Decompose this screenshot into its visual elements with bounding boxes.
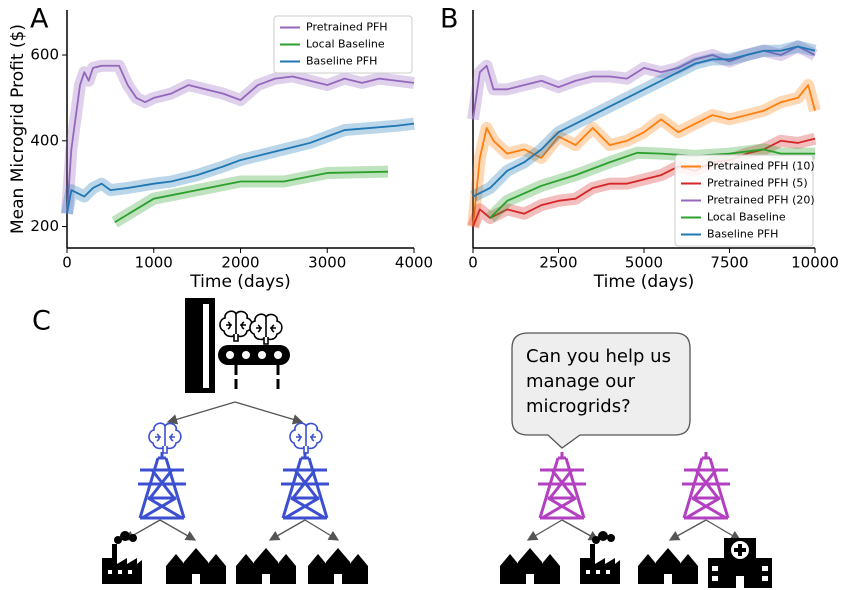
x-tick-label: 5000 — [625, 254, 663, 272]
y-tick-label: 600 — [30, 46, 59, 64]
x-tick-label: 2500 — [539, 254, 577, 272]
x-tick-label: 4000 — [395, 254, 433, 272]
legend-label: Local Baseline — [707, 211, 786, 224]
houses-icon — [166, 548, 226, 584]
x-tick-label: 2000 — [221, 254, 259, 272]
y-tick-label: 400 — [30, 131, 59, 149]
diagram: Can you help us manage our microgrids? — [102, 298, 772, 588]
x-tick-label: 0 — [62, 254, 72, 272]
legend-label: Pretrained PFH — [306, 21, 388, 34]
legend-label: Baseline PFH — [306, 55, 377, 68]
bubble-text: Can you help us — [526, 346, 671, 367]
x-tick-label: 7500 — [710, 254, 748, 272]
x-axis-label: Time (days) — [189, 272, 290, 292]
houses-icon — [308, 548, 368, 584]
panel-label: C — [32, 306, 51, 337]
x-axis-label: Time (days) — [593, 272, 694, 292]
x-tick-label: 0 — [468, 254, 478, 272]
panel-label: B — [440, 4, 459, 35]
bubble-text: microgrids? — [526, 396, 631, 417]
legend-label: Pretrained PFH (5) — [707, 177, 808, 190]
legend-label: Local Baseline — [306, 38, 385, 51]
brain-icon — [220, 311, 252, 341]
factory-icon — [580, 531, 620, 584]
tower-icon — [538, 452, 586, 518]
hospital-icon — [708, 538, 772, 588]
x-tick-label: 3000 — [308, 254, 346, 272]
legend-label: Pretrained PFH (20) — [707, 194, 815, 207]
figure: A B C Can you help us manage our microgr… — [0, 0, 843, 590]
houses-icon — [638, 548, 698, 584]
legend-label: Baseline PFH — [707, 228, 778, 241]
houses-icon — [500, 548, 560, 584]
x-tick-label: 10000 — [791, 254, 839, 272]
bubble-text: manage our — [526, 371, 636, 392]
tower-icon — [138, 452, 186, 518]
y-tick-label: 200 — [30, 217, 59, 235]
houses-icon — [236, 548, 296, 584]
tower-icon — [682, 452, 730, 518]
brain-icon — [290, 423, 322, 453]
brain-icon — [149, 423, 181, 453]
tower-icon — [281, 452, 329, 518]
legend-label: Pretrained PFH (10) — [707, 160, 815, 173]
server-icon — [185, 298, 290, 393]
y-axis-label: Mean Microgrid Profit ($) — [8, 24, 28, 234]
brain-icon — [250, 314, 282, 344]
x-tick-label: 1000 — [135, 254, 173, 272]
factory-icon — [102, 531, 142, 584]
panel-label: A — [30, 4, 49, 35]
